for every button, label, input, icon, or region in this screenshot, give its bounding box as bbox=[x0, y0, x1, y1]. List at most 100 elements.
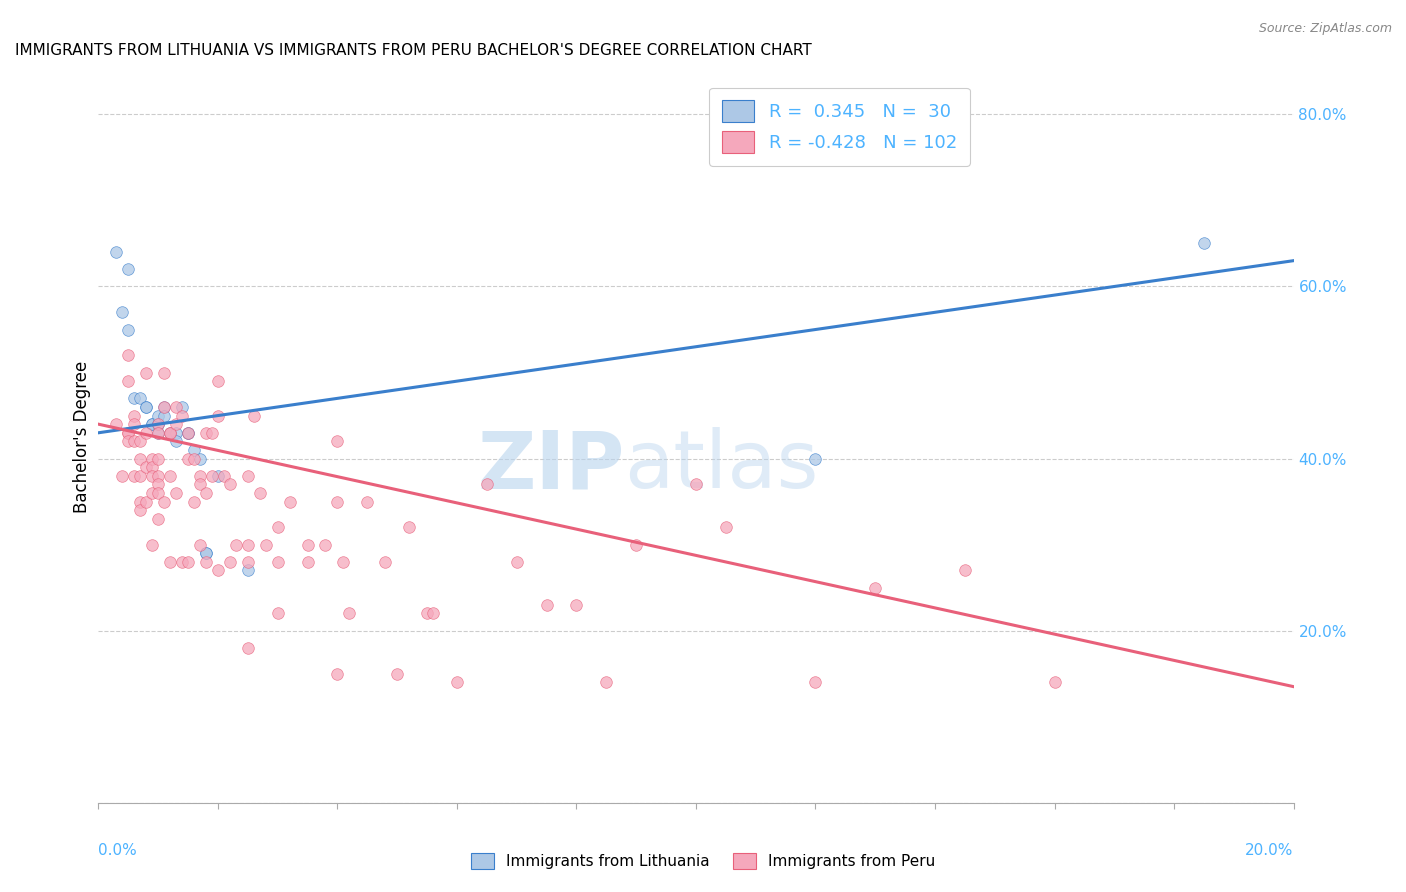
Point bbox=[159, 468, 181, 483]
Point bbox=[111, 468, 134, 483]
Point bbox=[267, 520, 290, 534]
Y-axis label: Bachelor's Degree: Bachelor's Degree bbox=[73, 361, 91, 513]
Point bbox=[141, 468, 163, 483]
Point bbox=[207, 409, 229, 423]
Point bbox=[446, 675, 468, 690]
Point bbox=[422, 607, 444, 621]
Point bbox=[714, 520, 737, 534]
Point bbox=[117, 425, 139, 440]
Point bbox=[177, 555, 200, 569]
Point bbox=[148, 468, 170, 483]
Point bbox=[297, 538, 319, 552]
Point bbox=[172, 409, 194, 423]
Point bbox=[124, 417, 146, 432]
Point bbox=[172, 400, 194, 414]
Point bbox=[148, 512, 170, 526]
Point bbox=[148, 409, 170, 423]
Point bbox=[141, 417, 163, 432]
Point bbox=[177, 425, 200, 440]
Point bbox=[219, 477, 242, 491]
Point bbox=[326, 434, 349, 449]
Point bbox=[236, 555, 259, 569]
Point bbox=[153, 366, 176, 380]
Point bbox=[183, 442, 205, 457]
Point bbox=[267, 607, 290, 621]
Point bbox=[254, 538, 277, 552]
Point bbox=[117, 425, 139, 440]
Point bbox=[195, 546, 218, 560]
Point bbox=[685, 477, 707, 491]
Point bbox=[332, 555, 354, 569]
Point bbox=[117, 262, 139, 277]
Point bbox=[188, 468, 211, 483]
Point bbox=[243, 409, 266, 423]
Point bbox=[129, 503, 152, 517]
Point bbox=[236, 640, 259, 655]
Point bbox=[201, 468, 224, 483]
Point bbox=[177, 451, 200, 466]
Point bbox=[159, 425, 181, 440]
Point bbox=[111, 305, 134, 319]
Point bbox=[117, 434, 139, 449]
Point bbox=[124, 434, 146, 449]
Point bbox=[267, 555, 290, 569]
Point bbox=[326, 666, 349, 681]
Point bbox=[188, 451, 211, 466]
Legend: R =  0.345   N =  30, R = -0.428   N = 102: R = 0.345 N = 30, R = -0.428 N = 102 bbox=[709, 87, 970, 166]
Point bbox=[177, 425, 200, 440]
Point bbox=[225, 538, 247, 552]
Point bbox=[201, 425, 224, 440]
Point bbox=[188, 538, 211, 552]
Legend: Immigrants from Lithuania, Immigrants from Peru: Immigrants from Lithuania, Immigrants fr… bbox=[465, 847, 941, 875]
Point bbox=[177, 425, 200, 440]
Point bbox=[141, 486, 163, 500]
Point bbox=[326, 494, 349, 508]
Point bbox=[339, 607, 360, 621]
Point bbox=[865, 581, 887, 595]
Point bbox=[129, 434, 152, 449]
Point bbox=[953, 564, 976, 578]
Point bbox=[165, 434, 187, 449]
Point bbox=[1192, 236, 1215, 251]
Point bbox=[165, 425, 187, 440]
Point bbox=[595, 675, 617, 690]
Point bbox=[129, 451, 152, 466]
Point bbox=[153, 400, 176, 414]
Point bbox=[195, 546, 218, 560]
Point bbox=[159, 555, 181, 569]
Point bbox=[124, 468, 146, 483]
Point bbox=[124, 392, 146, 406]
Point bbox=[105, 245, 128, 260]
Point bbox=[135, 494, 157, 508]
Point bbox=[141, 460, 163, 475]
Point bbox=[804, 675, 827, 690]
Point bbox=[278, 494, 301, 508]
Point bbox=[236, 538, 259, 552]
Point bbox=[153, 409, 176, 423]
Point bbox=[1043, 675, 1066, 690]
Point bbox=[129, 392, 152, 406]
Point bbox=[207, 468, 229, 483]
Text: atlas: atlas bbox=[624, 427, 818, 506]
Point bbox=[141, 451, 163, 466]
Point bbox=[141, 538, 163, 552]
Point bbox=[506, 555, 529, 569]
Point bbox=[165, 400, 187, 414]
Point bbox=[195, 425, 218, 440]
Text: 0.0%: 0.0% bbox=[98, 843, 138, 858]
Point bbox=[117, 348, 139, 362]
Point bbox=[141, 417, 163, 432]
Point bbox=[195, 486, 218, 500]
Point bbox=[249, 486, 271, 500]
Point bbox=[475, 477, 498, 491]
Point bbox=[135, 366, 157, 380]
Text: ZIP: ZIP bbox=[477, 427, 624, 506]
Point bbox=[153, 400, 176, 414]
Text: IMMIGRANTS FROM LITHUANIA VS IMMIGRANTS FROM PERU BACHELOR'S DEGREE CORRELATION : IMMIGRANTS FROM LITHUANIA VS IMMIGRANTS … bbox=[15, 43, 811, 58]
Point bbox=[297, 555, 319, 569]
Point bbox=[148, 417, 170, 432]
Point bbox=[219, 555, 242, 569]
Text: Source: ZipAtlas.com: Source: ZipAtlas.com bbox=[1258, 22, 1392, 36]
Point bbox=[124, 409, 146, 423]
Point bbox=[129, 494, 152, 508]
